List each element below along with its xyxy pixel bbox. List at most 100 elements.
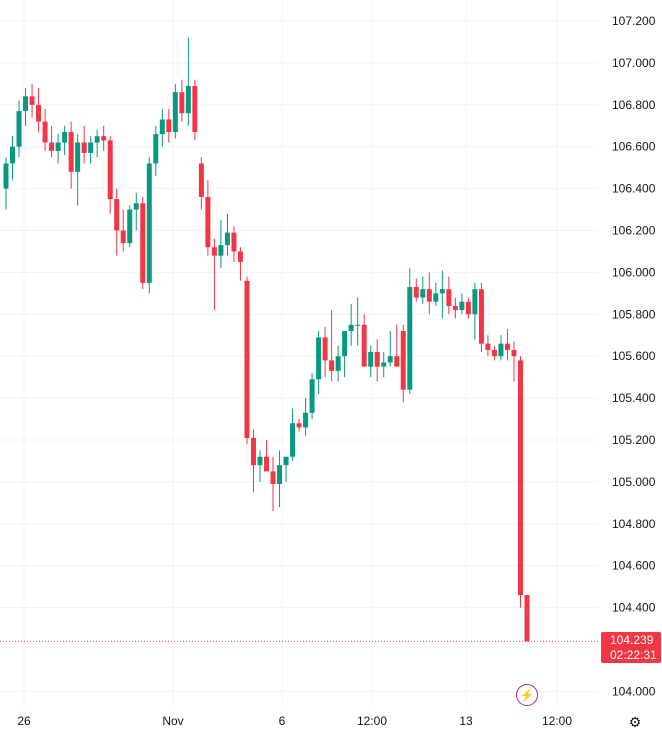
y-tick-label: 107.200	[612, 14, 656, 28]
candle-body	[426, 289, 432, 302]
y-tick-label: 104.000	[612, 684, 656, 698]
candle	[153, 125, 159, 177]
candle	[329, 310, 335, 382]
candle-body	[192, 85, 198, 133]
candle	[524, 595, 530, 642]
candle	[290, 408, 296, 461]
candle-body	[250, 437, 256, 466]
candle-body	[355, 324, 361, 326]
candle	[49, 125, 55, 158]
candle	[309, 372, 315, 420]
candle-body	[159, 119, 165, 135]
candle-body	[107, 140, 113, 200]
candle-body	[413, 287, 419, 298]
candle	[504, 328, 510, 361]
candle	[23, 88, 29, 126]
y-tick-label: 105.600	[612, 349, 656, 363]
candle-body	[140, 203, 146, 283]
candle	[68, 121, 74, 189]
candle-body	[211, 247, 217, 256]
candle-body	[381, 362, 387, 367]
candle-body	[316, 337, 322, 380]
candle-body	[504, 343, 510, 350]
candle	[159, 108, 165, 147]
candle-body	[10, 146, 16, 164]
settings-gear-icon[interactable]: ⚙	[628, 714, 642, 730]
y-tick-label: 105.200	[612, 433, 656, 447]
candle-body	[166, 119, 172, 133]
time-axis[interactable]: 26 Nov 6 12:00 13 12:00	[17, 714, 572, 728]
candle-body	[231, 232, 237, 252]
candle-body	[407, 287, 413, 390]
candle	[264, 440, 269, 472]
candle	[224, 213, 230, 256]
candle-body	[303, 412, 309, 428]
candle	[172, 83, 178, 139]
candle	[459, 293, 465, 315]
candle-body	[224, 232, 230, 246]
candle-body	[127, 209, 133, 244]
candle-body	[218, 245, 224, 256]
candle	[94, 129, 100, 158]
candle-body	[36, 104, 42, 122]
candle	[166, 108, 172, 143]
last-price-value: 104.239	[610, 633, 654, 647]
candle-body	[472, 289, 478, 315]
y-tick-label: 104.400	[612, 601, 656, 615]
candle	[413, 278, 419, 302]
candle	[485, 335, 491, 357]
candle-body	[153, 134, 159, 164]
candle	[277, 450, 283, 508]
candle	[120, 209, 126, 252]
candle	[517, 356, 523, 608]
price-axis[interactable]: 107.200 107.000 106.800 106.600 106.400 106.2…	[612, 14, 656, 698]
candle	[36, 88, 42, 133]
candle-body	[185, 85, 191, 114]
candle	[62, 125, 68, 156]
candle	[420, 276, 426, 304]
candle-body	[120, 230, 126, 244]
candle	[198, 157, 204, 210]
candle	[211, 238, 217, 311]
candle-body	[3, 163, 9, 189]
candle-body	[387, 356, 393, 363]
candle	[491, 345, 497, 361]
candle	[400, 324, 406, 403]
x-tick-label: 26	[17, 714, 31, 728]
candle	[140, 196, 146, 290]
candle	[55, 134, 61, 164]
y-tick-label: 106.000	[612, 265, 656, 279]
candle	[511, 341, 517, 382]
candle-body	[485, 343, 491, 350]
candle	[218, 220, 224, 269]
candle	[101, 125, 107, 151]
candle	[472, 282, 478, 340]
candle	[114, 188, 120, 256]
candle-body	[244, 280, 250, 438]
candle-body	[237, 251, 243, 262]
candle	[127, 205, 133, 248]
candle	[3, 157, 9, 210]
candle-body	[361, 324, 367, 367]
candle-body	[198, 163, 204, 197]
candle	[296, 419, 302, 432]
candle	[283, 456, 289, 482]
y-tick-label: 106.600	[612, 140, 656, 154]
candle-body	[524, 595, 530, 642]
candle	[303, 398, 309, 436]
candle	[452, 297, 458, 319]
candle-body	[309, 379, 315, 413]
candle	[394, 324, 400, 367]
candle-body	[88, 142, 94, 153]
candle-body	[42, 121, 48, 143]
candle-body	[511, 349, 517, 357]
candle-body	[205, 196, 211, 248]
candle-body	[329, 360, 335, 371]
candles	[3, 37, 530, 642]
candle-body	[62, 132, 68, 143]
y-tick-label: 104.600	[612, 559, 656, 573]
candle	[433, 282, 439, 306]
candle-body	[172, 92, 178, 133]
lightning-icon[interactable]: ⚡	[516, 684, 538, 706]
